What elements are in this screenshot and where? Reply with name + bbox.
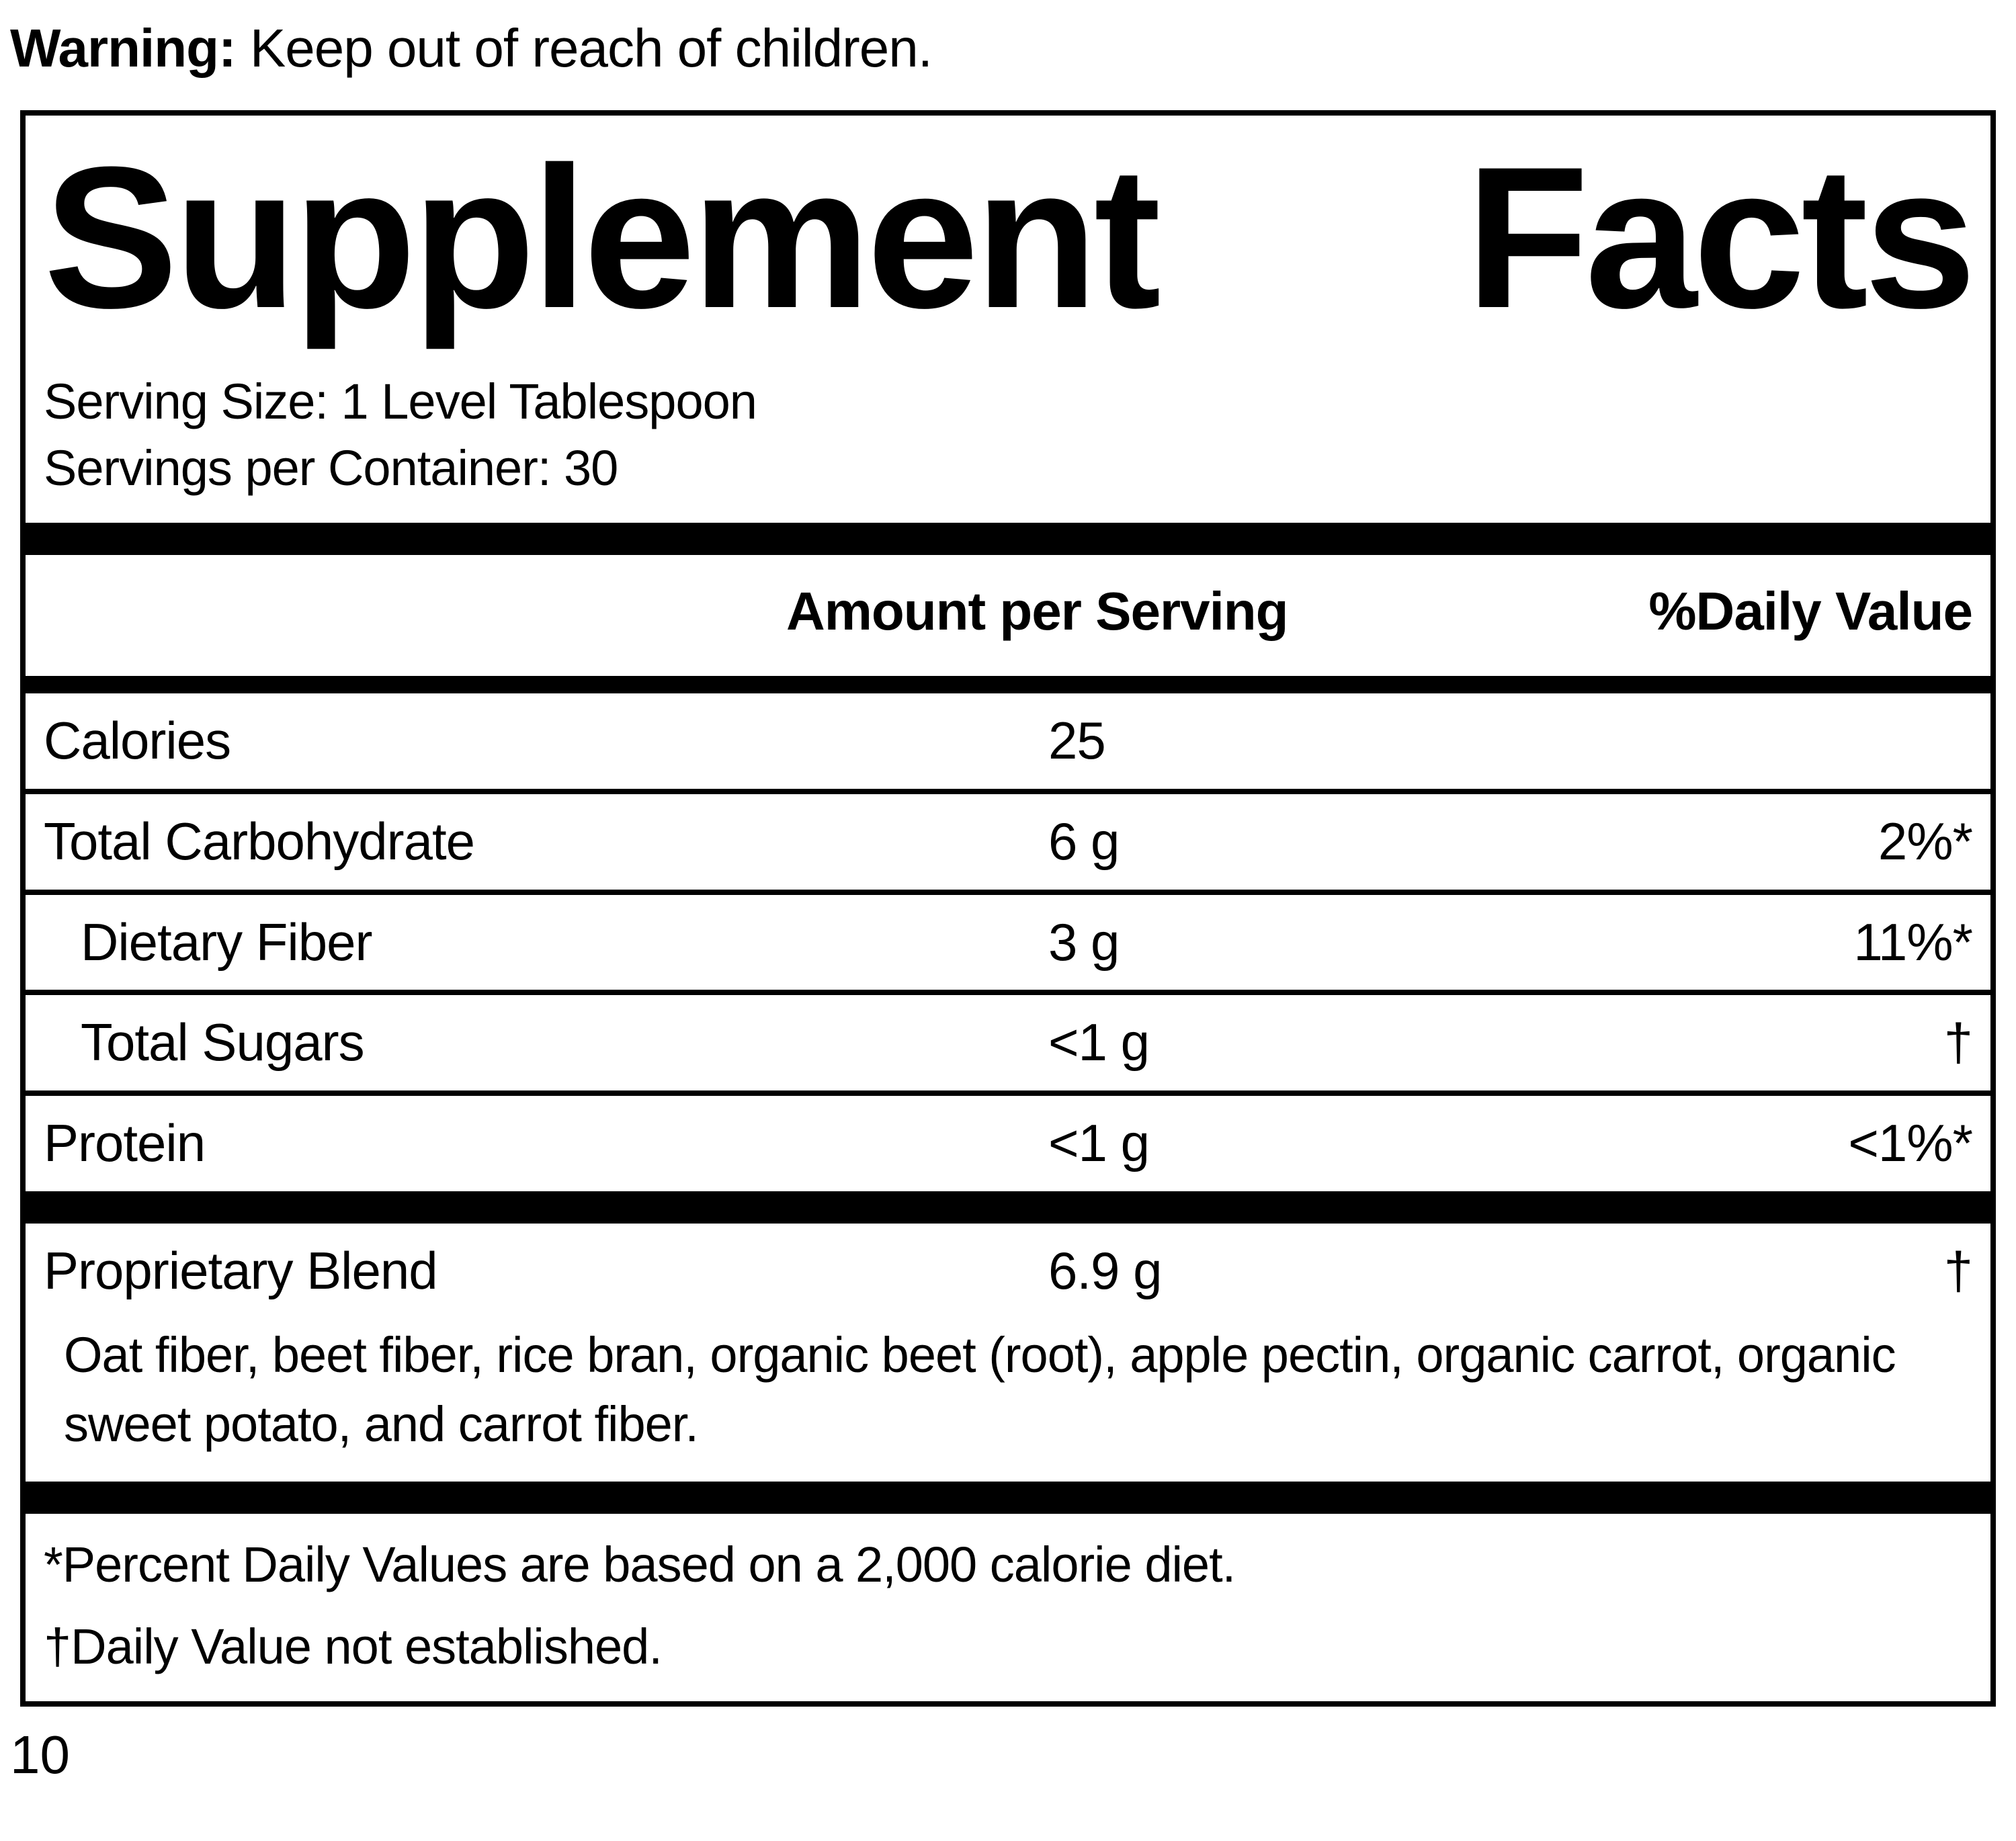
warning-message: Keep out of reach of children. xyxy=(235,18,933,78)
column-header-row: Amount per Serving %Daily Value xyxy=(26,555,1990,676)
table-row-dietary-fiber: Dietary Fiber 3 g 11%* xyxy=(26,895,1990,990)
supplement-facts-panel: Supplement Facts Serving Size: 1 Level T… xyxy=(20,110,1996,1707)
thin-divider xyxy=(26,990,1990,996)
row-name: Protein xyxy=(44,1113,206,1173)
row-amount: <1 g xyxy=(1048,1013,1150,1072)
thin-divider xyxy=(26,889,1990,895)
row-amount: <1 g xyxy=(1048,1113,1150,1173)
header-underline-divider xyxy=(26,676,1990,694)
row-daily-value: † xyxy=(1943,1240,1973,1300)
table-row-total-sugars: Total Sugars <1 g † xyxy=(26,995,1990,1090)
thick-divider-middle xyxy=(26,1191,1990,1224)
column-header-daily-value: %Daily Value xyxy=(1648,581,1973,642)
table-row-proprietary-blend: Proprietary Blend 6.9 g † xyxy=(26,1224,1990,1319)
row-name: Proprietary Blend xyxy=(44,1240,438,1300)
warning-text: Warning: Keep out of reach of children. xyxy=(10,17,1996,79)
row-daily-value: <1%* xyxy=(1848,1113,1973,1173)
table-row-protein: Protein <1 g <1%* xyxy=(26,1096,1990,1191)
row-amount: 6.9 g xyxy=(1048,1240,1162,1300)
row-daily-value: † xyxy=(1943,1013,1973,1072)
servings-per-container: Servings per Container: 30 xyxy=(44,440,618,497)
footnote-daily-value-not-established: †Daily Value not established. xyxy=(44,1619,663,1675)
warning-label: Warning: xyxy=(10,18,237,78)
panel-title: Supplement Facts xyxy=(26,116,1990,340)
panel-title-word-supplement: Supplement xyxy=(44,124,1161,350)
panel-title-word-facts: Facts xyxy=(1466,124,1976,350)
row-amount: 3 g xyxy=(1048,912,1120,972)
row-daily-value: 11%* xyxy=(1853,912,1973,972)
row-amount: 25 xyxy=(1048,711,1106,771)
thin-divider xyxy=(26,789,1990,794)
page-number: 10 xyxy=(10,1724,70,1785)
serving-info: Serving Size: 1 Level Tablespoon Serving… xyxy=(26,368,1990,501)
row-name: Calories xyxy=(44,711,231,771)
row-daily-value: 2%* xyxy=(1878,812,1973,871)
row-name: Dietary Fiber xyxy=(81,912,372,972)
serving-size: Serving Size: 1 Level Tablespoon xyxy=(44,374,757,429)
thick-divider-bottom xyxy=(26,1481,1990,1514)
column-header-amount-per-serving: Amount per Serving xyxy=(786,581,1289,642)
row-name: Total Carbohydrate xyxy=(44,812,475,871)
row-amount: 6 g xyxy=(1048,812,1120,871)
thin-divider xyxy=(26,1090,1990,1097)
table-row-total-carbohydrate: Total Carbohydrate 6 g 2%* xyxy=(26,794,1990,890)
thick-divider-top xyxy=(26,523,1990,556)
footnote-percent-daily-values: *Percent Daily Values are based on a 2,0… xyxy=(44,1536,1236,1592)
row-name: Total Sugars xyxy=(81,1013,365,1072)
table-row-calories: Calories 25 xyxy=(26,693,1990,789)
proprietary-blend-ingredients: Oat fiber, beet fiber, rice bran, organi… xyxy=(64,1327,1896,1452)
